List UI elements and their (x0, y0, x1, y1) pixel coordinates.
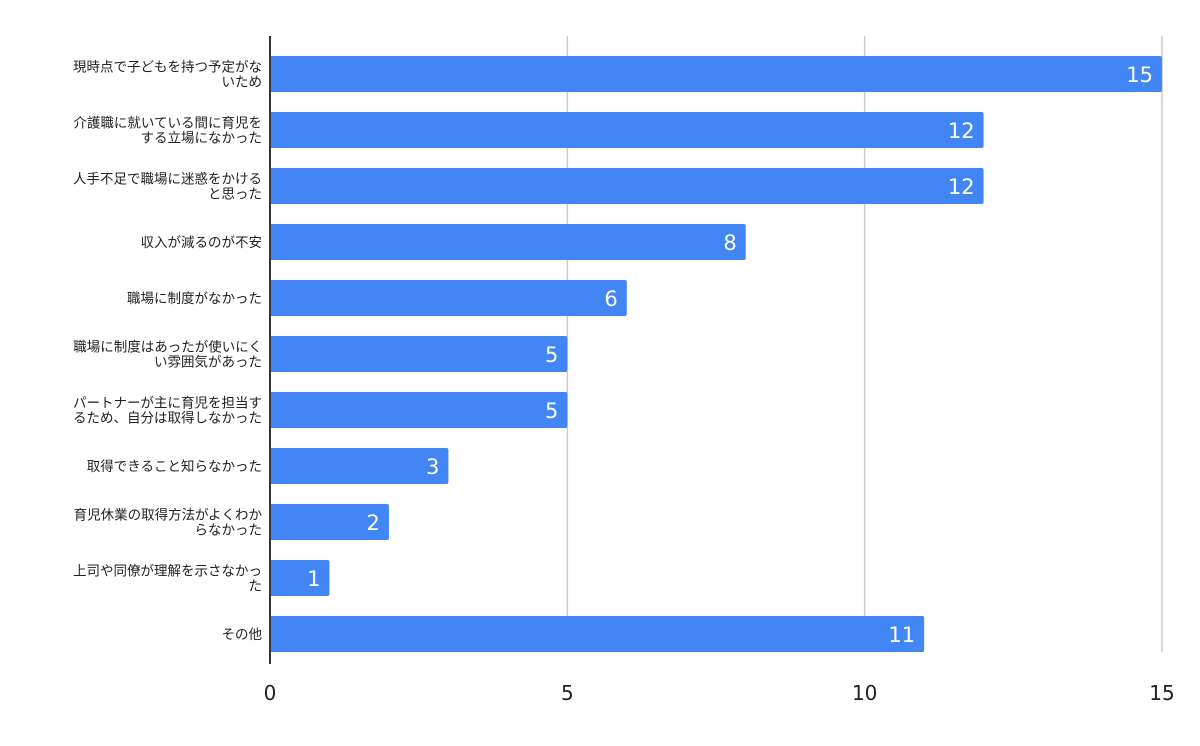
category-label: その他 (222, 627, 263, 643)
bar (270, 616, 925, 652)
bar (270, 224, 746, 260)
x-tick-label: 15 (1149, 681, 1174, 705)
category-label: 職場に制度はあったが使いにくい雰囲気があった (73, 339, 262, 371)
category-label: 育児休業の取得方法がよくわからなかった (74, 507, 263, 539)
category-label: 人手不足で職場に迷惑をかけると思った (73, 172, 262, 203)
bar (270, 336, 568, 372)
bar-value-label: 12 (948, 175, 975, 199)
x-tick-label: 10 (852, 681, 877, 705)
bar-value-label: 1 (307, 567, 320, 591)
category-label: 現時点で子どもを持つ予定がないため (73, 60, 262, 91)
category-label: 取得できること知らなかった (87, 458, 262, 475)
category-label: 収入が減るのが不安 (141, 234, 263, 251)
bar-value-label: 5 (545, 399, 558, 423)
bar (270, 504, 389, 540)
bar (270, 56, 1162, 92)
category-labels: 現時点で子どもを持つ予定がないため介護職に就いている間に育児をする立場になかった… (73, 60, 262, 644)
bar-value-label: 15 (1126, 63, 1153, 87)
x-tick-label: 0 (264, 681, 277, 705)
bar-value-label: 2 (367, 511, 380, 535)
category-label: 職場に制度がなかった (127, 291, 262, 307)
bar-value-label: 3 (426, 455, 439, 479)
category-label: 介護職に就いている間に育児をする立場になかった (73, 116, 262, 147)
bar (270, 168, 984, 204)
bar (270, 280, 627, 316)
axes: 0 5 10 15 (264, 36, 1175, 705)
bar (270, 392, 568, 428)
bar-value-label: 5 (545, 343, 558, 367)
bar-value-label: 11 (888, 623, 915, 647)
bar-value-label: 8 (723, 231, 736, 255)
category-label: 上司や同僚が理解を示さなかった (73, 564, 262, 595)
bar (270, 560, 330, 596)
bar (270, 448, 449, 484)
bar (270, 112, 984, 148)
x-tick-label: 5 (561, 681, 574, 705)
bar-value-label: 12 (948, 119, 975, 143)
category-label: パートナーが主に育児を担当するため、自分は取得しなかった (73, 396, 262, 427)
bar-value-label: 6 (604, 287, 617, 311)
